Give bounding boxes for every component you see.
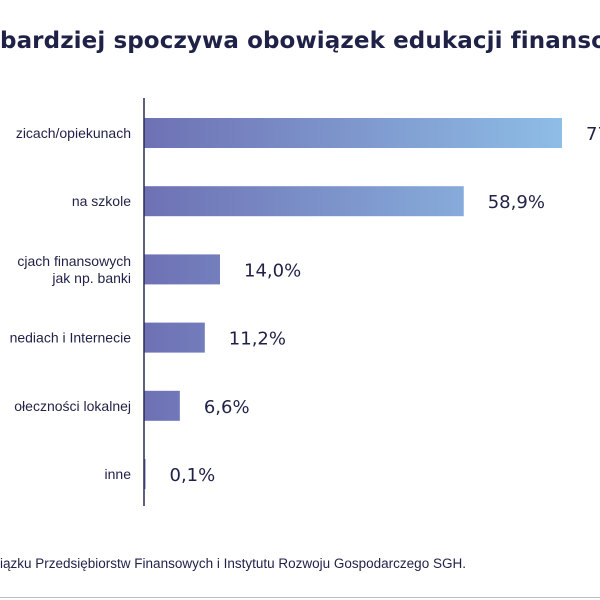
value-label: 6,6% [204,397,250,418]
category-label: inne [105,466,132,482]
category-label: ołeczności lokalnej [14,398,131,414]
category-label: jak np. banki [51,270,131,286]
value-label: 77 [586,124,600,145]
category-labels: zicach/opiekunach na szkole cjach finansow… [10,125,132,482]
category-label: na szkole [72,193,131,209]
source-note: iązku Przedsiębiorstw Finansowych i Inst… [0,556,466,571]
bottom-divider [0,597,600,598]
chart-title: bardziej spoczywa obowiązek edukacji fin… [0,28,600,54]
bars-layer [144,118,562,489]
bar [144,118,562,148]
value-label: 58,9% [488,192,545,213]
bar [144,186,464,217]
category-label: zicach/opiekunach [16,125,131,141]
value-label: 0,1% [170,465,216,486]
category-label: cjach finansowych [17,253,131,269]
value-label: 11,2% [229,329,286,350]
bar [144,254,220,285]
bar [144,390,180,421]
value-labels: 77 58,9% 14,0% 11,2% 6,6% 0,1% [170,124,600,486]
category-label: nediach i Internecie [10,330,132,346]
value-label: 14,0% [244,260,301,281]
bar [144,322,205,353]
